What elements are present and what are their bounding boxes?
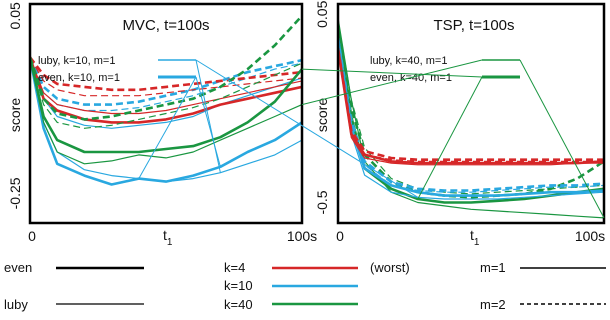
tsp-ytick-label-1: -0.5 [314,190,330,214]
mvc-ytick-labels: 0.05 -0.25 [7,2,23,209]
tsp-series-layer [338,17,604,219]
mvc-series-line-6 [30,57,302,115]
mvc-xtick-label-end: 100s [287,228,317,244]
tsp-series-line-7 [338,38,604,193]
tsp-plot-frame [336,2,606,225]
mvc-legend: luby, k=10, m=1 even, k=10, m=1 [38,55,196,84]
key-m-label-2: m=2 [480,297,506,312]
tsp-series-line-10 [338,48,604,161]
mvc-even-pointer [138,76,197,179]
mvc-ytick-label-0: 0.05 [7,2,23,29]
mvc-series-line-10 [30,57,302,165]
mvc-xlabel: t1 [163,227,173,248]
tsp-xtick-label-start: 0 [336,228,344,244]
tsp-panel: TSP, t=100s score 0.05 -0.5 0 100s t1 lub… [314,0,606,248]
tsp-even-pointer [417,76,483,200]
mvc-xlabel-sub: 1 [167,237,173,248]
tsp-luby-pointer-mvc [301,59,483,106]
tsp-xlabel-main: t [470,227,474,243]
legend-pointers [138,59,605,219]
tsp-ytick-labels: 0.05 -0.5 [314,0,330,214]
mvc-series-line-3 [30,56,302,106]
tsp-xlabel-sub: 1 [474,237,480,248]
tsp-series-line-5 [338,38,604,200]
key-k-label-40: k=40 [224,297,253,312]
mvc-series-line-1 [30,57,302,186]
mvc-ytick-label-1: -0.25 [7,177,23,209]
key-k-note-worst: (worst) [370,260,410,275]
tsp-series-line-4 [338,38,604,197]
tsp-series-line-8 [338,48,604,165]
mvc-legend-label-0: luby, k=10, m=1 [38,55,115,67]
tsp-luby-pointer [519,59,605,219]
tsp-ytick-label-0: 0.05 [314,0,330,27]
mvc-plot-frame [28,2,304,225]
tsp-ylabel: score [314,98,330,132]
key-m-label-1: m=1 [480,260,506,275]
mvc-luby-pointer [195,59,221,173]
key-restart-label-even: even [4,260,32,275]
key-k-label-10: k=10 [224,278,253,293]
tsp-even-pointer-mvc [301,68,483,78]
tsp-xlabel: t1 [470,227,480,248]
mvc-panel: MVC, t=100s score 0.05 -0.25 0 100s t1 lu… [7,2,317,248]
key-restart-label-luby: luby [4,297,28,312]
mvc-series-line-12 [30,57,302,129]
tsp-series-line-9 [338,48,604,166]
tsp-series-line-11 [338,48,604,162]
tsp-series-line-6 [338,37,604,192]
tsp-series-line-2 [338,24,604,199]
mvc-title: MVC, t=100s [122,17,209,34]
mvc-luby-pointer-tsp [195,59,419,198]
mvc-xtick-label-start: 0 [28,228,36,244]
tsp-title: TSP, t=100s [433,17,514,34]
mvc-series-line-11 [30,14,302,121]
mvc-xlabel-main: t [163,227,167,243]
bottom-key: even luby k=4 (worst) k=10 k=40 m=1 m=2 [4,260,606,312]
mvc-series-line-7 [30,56,302,92]
mvc-legend-label-1: even, k=10, m=1 [38,72,120,84]
mvc-series-layer [30,14,302,186]
key-k-label-4: k=4 [224,260,245,275]
mvc-series-line-9 [30,57,302,154]
mvc-ylabel: score [7,98,23,132]
tsp-legend-label-0: luby, k=40, m=1 [370,55,447,67]
tsp-xtick-label-end: 100s [575,228,605,244]
mvc-series-line-5 [30,56,302,124]
mvc-even-pointer-2 [195,76,221,167]
tsp-series-line-3 [338,21,604,195]
